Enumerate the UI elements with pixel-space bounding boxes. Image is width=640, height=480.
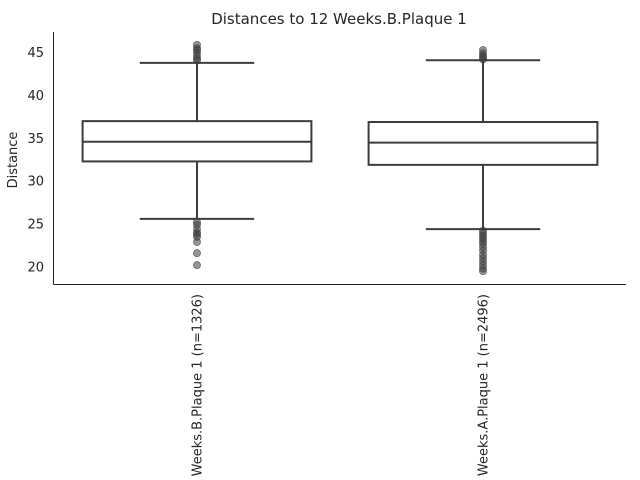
chart-title: Distances to 12 Weeks.B.Plaque 1	[211, 10, 467, 28]
outlier-point	[192, 237, 201, 246]
y-tick-label: 35	[27, 132, 44, 147]
x-axis-ticks: 12 Weeks.B.Plaque 1 (n=1326) 12 Weeks.A.P…	[191, 294, 492, 480]
x-tick-label: 12 Weeks.B.Plaque 1 (n=1326)	[191, 294, 206, 480]
outlier-point	[192, 56, 201, 65]
y-axis-label: Distance	[6, 132, 21, 189]
outlier-point	[192, 249, 201, 258]
y-tick-label: 30	[27, 175, 44, 190]
y-tick-label: 25	[27, 218, 44, 233]
box-group	[81, 40, 313, 270]
outlier-point	[192, 261, 201, 270]
y-tick-label: 20	[27, 260, 44, 275]
y-axis-ticks: 20 25 30 35 40 45	[27, 46, 44, 275]
outlier-point	[478, 55, 487, 64]
box-group	[367, 46, 599, 276]
outlier-point	[478, 267, 487, 276]
y-tick-label: 40	[27, 89, 44, 104]
plot-area	[81, 40, 599, 276]
x-tick-label: 12 Weeks.A.Plaque 1 (n=2496)	[477, 294, 492, 480]
y-tick-label: 45	[27, 46, 44, 61]
